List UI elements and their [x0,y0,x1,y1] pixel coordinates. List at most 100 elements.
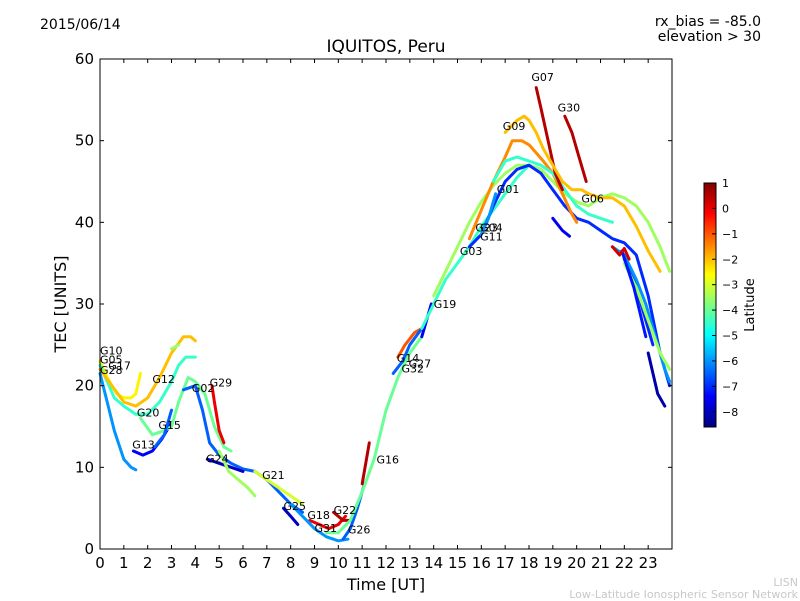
series-g02 [181,384,305,514]
x-tick-label: 21 [591,554,610,572]
series-g20 [139,376,233,453]
x-tick-label: 8 [286,554,296,572]
y-tick-label: 0 [84,540,94,558]
sat-label-g07: G07 [531,71,554,84]
y-tick-label: 50 [75,132,94,150]
sat-label-g20: G20 [137,407,160,420]
x-tick-label: 15 [448,554,467,572]
sat-label-g32: G32 [402,363,425,376]
sat-label-g04: G04 [480,221,503,234]
sat-label-g06: G06 [581,193,604,206]
x-tick-label: 4 [191,554,201,572]
sat-label-g28: G28 [100,364,123,377]
x-tick-label: 14 [424,554,443,572]
colorbar-tick-label: −8 [722,406,738,419]
sat-label-g03: G03 [460,245,483,258]
sat-label-g25: G25 [284,500,307,513]
series-g31 [289,502,350,543]
y-tick-label: 10 [75,458,94,476]
x-tick-label: 22 [615,554,634,572]
series-g06r [610,245,631,261]
sat-label-g17: G17 [108,359,131,372]
series-g17 [98,335,197,408]
sat-label-g01: G01 [497,183,520,196]
credit-long: Low-Latitude Ionospheric Sensor Network [569,588,798,601]
chart-title: IQUITOS, Peru [326,37,446,57]
x-tick-label: 16 [472,554,491,572]
series-g30s [217,449,257,498]
series-g06f [620,249,648,339]
x-tick-label: 19 [543,554,562,572]
colorbar-tick-label: −6 [722,355,738,368]
series-g18 [308,514,347,531]
series-g16r [360,441,371,486]
sat-label-g18: G18 [307,509,330,522]
colorbar-tick-label: −4 [722,304,738,317]
series-g15 [153,408,173,449]
sat-label-g11: G11 [480,230,503,243]
x-tick-label: 3 [167,554,177,572]
x-tick-label: 6 [238,554,248,572]
colorbar-tick-label: −5 [722,330,738,343]
x-tick-label: 5 [214,554,224,572]
y-tick-label: 30 [75,295,94,313]
colorbar-ticks: 1 0 −1 −2 −3 −4 −5 −6 −7 −8 [712,177,738,419]
series-g25 [282,506,300,526]
y-tick-label: 40 [75,213,94,231]
series-g06e [646,351,667,408]
x-tick-label: 11 [353,554,372,572]
sat-label-g31: G31 [315,522,338,535]
series-g14 [396,327,424,359]
sat-label-g14: G14 [397,352,420,365]
series-g09b [491,155,614,224]
series-g28 [98,371,138,472]
sat-label-g05: G05 [100,354,123,367]
sat-label-g09: G09 [503,120,526,133]
sat-label-g27: G27 [409,358,432,371]
colorbar-tick-label: 1 [722,177,729,190]
sat-label-g23: G23 [475,221,498,234]
x-tick-label: 18 [519,554,538,572]
y-tick-label: 60 [75,50,94,68]
x-tick-label: 23 [639,554,658,572]
series-g07 [534,86,564,192]
sat-label-g26: G26 [348,524,371,537]
series-g03 [420,163,531,330]
axis-ticks: 0 1 2 3 4 5 6 7 8 9 10 11 12 13 14 15 16 17 18 19 20 21 22 2301… [75,50,672,572]
sat-label-g10: G10 [100,345,123,358]
sat-label-g29: G29 [210,377,233,390]
sat-label-g02: G02 [192,382,215,395]
x-axis-title: Time [UT] [346,575,425,594]
x-tick-label: 12 [376,554,395,572]
colorbar-tick-label: 0 [722,202,729,215]
colorbar-tick-label: −3 [722,279,738,292]
colorbar-tick-label: −2 [722,253,738,266]
satellite-labels: G10G05G17G28G12G02G29G20G15G13G24G21G25G… [100,71,604,536]
x-tick-label: 13 [400,554,419,572]
x-tick-label: 1 [119,554,129,572]
series-g30y [503,114,662,273]
series-g21 [253,469,305,506]
colorbar-tick-label: −7 [722,380,738,393]
sat-label-g30: G30 [558,101,581,114]
x-tick-label: 7 [262,554,272,572]
series-g01 [479,192,498,237]
series-g29 [210,384,226,445]
series-g06 [551,216,571,238]
x-tick-label: 0 [95,554,105,572]
x-tick-label: 20 [567,554,586,572]
series-g12 [170,343,181,351]
sat-label-g19: G19 [434,298,457,311]
colorbar [703,182,717,428]
series-g30 [563,114,588,183]
y-tick-label: 20 [75,377,94,395]
sat-label-g16: G16 [377,453,400,466]
elevation-label: elevation > 30 [657,29,761,45]
series-g16 [324,335,424,535]
sat-label-g22: G22 [334,504,357,517]
sat-label-g12: G12 [152,373,175,386]
series-g32 [391,327,424,375]
series-g05 [98,355,197,416]
rx-bias-label: rx_bias = -85.0 [654,14,761,30]
